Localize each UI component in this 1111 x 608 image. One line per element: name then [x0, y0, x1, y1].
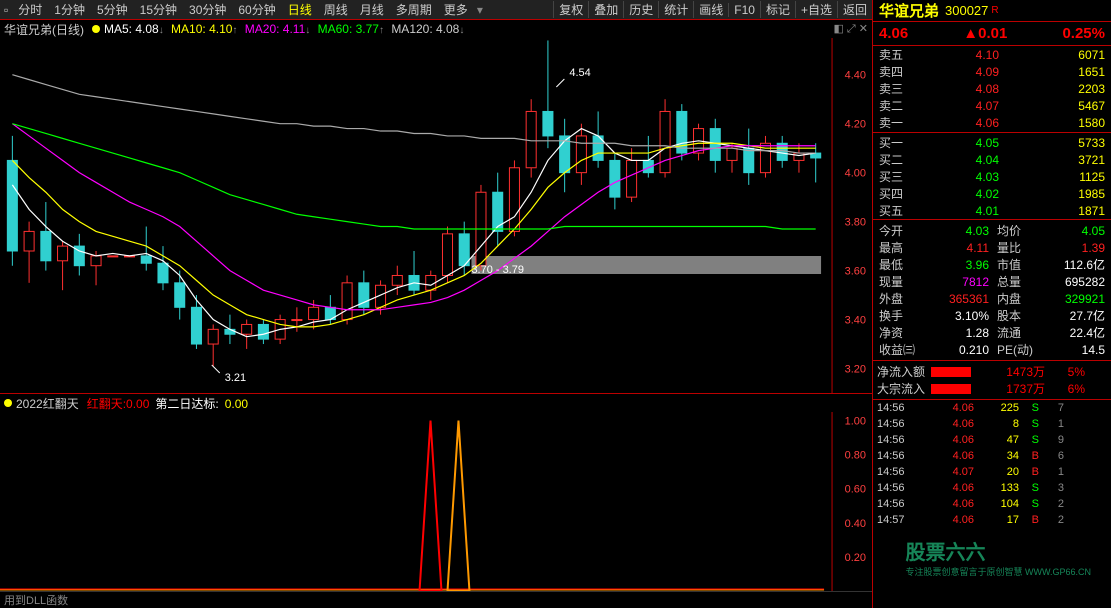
svg-text:3.80: 3.80 — [845, 217, 866, 229]
timeframe-tab[interactable]: 多周期 — [390, 1, 438, 18]
tick-list: 14:564.06225S714:564.068S114:564.0647S91… — [873, 400, 1111, 528]
svg-text:3.70 - 3.79: 3.70 - 3.79 — [471, 264, 524, 276]
money-flow: 净流入额1473万5%大宗流入1737万6% — [873, 361, 1111, 400]
indicator-legend: 2022红翻天 红翻天:0.00第二日达标:0.00 — [0, 394, 872, 412]
indicator-panel[interactable]: 0.20 0.40 0.60 0.80 1.00 — [0, 412, 872, 592]
svg-text:0.40: 0.40 — [845, 518, 866, 530]
toolbar-button[interactable]: 返回 — [837, 1, 872, 18]
svg-text:3.60: 3.60 — [845, 266, 866, 278]
stock-name: 华谊兄弟 — [879, 0, 939, 21]
timeframe-tab[interactable]: 30分钟 — [183, 1, 232, 18]
stock-code: 300027 — [945, 3, 988, 18]
tick-row: 14:564.06104S2 — [873, 496, 1111, 512]
ask-row: 卖三4.082203 — [873, 80, 1111, 97]
bid-row: 买三4.031125 — [873, 168, 1111, 185]
r-badge: R — [991, 5, 998, 16]
toolbar-button[interactable]: 统计 — [658, 1, 693, 18]
legend-dot-icon — [92, 25, 100, 33]
toolbar-button[interactable]: 标记 — [760, 1, 795, 18]
stat-row: 最高4.11量比1.39 — [873, 239, 1111, 256]
tick-row: 14:564.0720B1 — [873, 464, 1111, 480]
svg-text:0.80: 0.80 — [845, 450, 866, 462]
svg-text:4.00: 4.00 — [845, 168, 866, 180]
toolbar-button[interactable]: 复权 — [553, 1, 588, 18]
stat-row: 最低3.96市值112.6亿 — [873, 256, 1111, 273]
price-pct: 0.25% — [1062, 25, 1105, 42]
svg-text:1.00: 1.00 — [845, 416, 866, 428]
timeframe-tab[interactable]: 5分钟 — [91, 1, 134, 18]
ask-row: 卖二4.075467 — [873, 97, 1111, 114]
svg-text:0.60: 0.60 — [845, 484, 866, 496]
toolbar-button[interactable]: 画线 — [693, 1, 728, 18]
timeframe-tab[interactable]: 15分钟 — [134, 1, 183, 18]
last-price: 4.06 — [879, 25, 908, 42]
timeframe-tab[interactable]: 更多 — [438, 1, 474, 18]
tick-row: 14:574.0617B2 — [873, 512, 1111, 528]
timeframe-tab[interactable]: 分时 — [12, 1, 48, 18]
stats-grid: 今开4.03均价4.05最高4.11量比1.39最低3.96市值112.6亿现量… — [873, 220, 1111, 361]
tick-row: 14:564.06133S3 — [873, 480, 1111, 496]
timeframe-tab[interactable]: 60分钟 — [232, 1, 281, 18]
legend-dot-icon — [4, 399, 12, 407]
price-change: ▲0.01 — [963, 25, 1007, 42]
stat-row: 现量7812总量695282 — [873, 273, 1111, 290]
bid-row: 买二4.043721 — [873, 151, 1111, 168]
price-row: 4.06 ▲0.01 0.25% — [873, 22, 1111, 46]
flow-row: 净流入额1473万5% — [873, 363, 1111, 380]
timeframe-tab[interactable]: 周线 — [318, 1, 354, 18]
more-icon[interactable]: ▾ — [474, 3, 486, 17]
chart-title: 华谊兄弟(日线) — [4, 21, 84, 38]
footer-message: 用到DLL函数 — [0, 592, 872, 608]
timeframe-toolbar: ▫分时1分钟5分钟15分钟30分钟60分钟日线周线月线多周期更多▾复权叠加历史统… — [0, 0, 872, 20]
timeframe-tab[interactable]: 月线 — [354, 1, 390, 18]
chart-controls[interactable]: ◧ ⤢ ✕ — [833, 22, 868, 36]
candlestick-chart[interactable]: 3.20 3.40 3.60 3.80 4.00 4.20 4.40 4.54 3.70 - 3… — [0, 38, 872, 394]
tick-row: 14:564.06225S7 — [873, 400, 1111, 416]
stat-row: 净资1.28流通22.4亿 — [873, 324, 1111, 341]
timeframe-tab[interactable]: 1分钟 — [48, 1, 91, 18]
toolbar-button[interactable]: 叠加 — [588, 1, 623, 18]
ask-row: 卖一4.061580 — [873, 114, 1111, 131]
ma-legend: 华谊兄弟(日线) MA5: 4.08↓ MA10: 4.10↑ MA20: 4.… — [0, 20, 872, 38]
bid-row: 买四4.021985 — [873, 185, 1111, 202]
ma-value: MA20: 4.11↓ — [245, 22, 310, 36]
stat-row: 外盘365361内盘329921 — [873, 290, 1111, 307]
ma-value: MA60: 3.77↑ — [318, 22, 384, 36]
tick-row: 14:564.068S1 — [873, 416, 1111, 432]
quote-panel: 华谊兄弟 300027 R 4.06 ▲0.01 0.25% 卖五4.10607… — [873, 0, 1111, 608]
stock-header: 华谊兄弟 300027 R — [873, 0, 1111, 22]
bid-row: 买一4.055733 — [873, 134, 1111, 151]
toolbar-button[interactable]: F10 — [728, 3, 760, 17]
toolbar-button[interactable]: +自选 — [795, 1, 837, 18]
stat-row: 收益㈢0.210PE(动)14.5 — [873, 341, 1111, 358]
svg-text:3.40: 3.40 — [845, 315, 866, 327]
bid-row: 买五4.011871 — [873, 202, 1111, 219]
ma-value: MA5: 4.08↓ — [104, 22, 164, 36]
ask-row: 卖五4.106071 — [873, 46, 1111, 63]
ma-value: MA120: 4.08↓ — [391, 22, 464, 36]
flow-row: 大宗流入1737万6% — [873, 380, 1111, 397]
svg-text:3.20: 3.20 — [845, 364, 866, 376]
stat-row: 今开4.03均价4.05 — [873, 222, 1111, 239]
stat-row: 换手3.10%股本27.7亿 — [873, 307, 1111, 324]
ask-row: 卖四4.091651 — [873, 63, 1111, 80]
indicator-title: 2022红翻天 — [16, 395, 79, 412]
svg-text:4.40: 4.40 — [845, 70, 866, 82]
svg-text:3.21: 3.21 — [225, 372, 246, 384]
tick-row: 14:564.0647S9 — [873, 432, 1111, 448]
svg-text:4.54: 4.54 — [569, 67, 590, 79]
orderbook: 卖五4.106071卖四4.091651卖三4.082203卖二4.075467… — [873, 46, 1111, 220]
svg-text:4.20: 4.20 — [845, 119, 866, 131]
svg-text:0.20: 0.20 — [845, 552, 866, 564]
toolbar-button[interactable]: 历史 — [623, 1, 658, 18]
ma-value: MA10: 4.10↑ — [171, 22, 237, 36]
tick-row: 14:564.0634B6 — [873, 448, 1111, 464]
timeframe-tab[interactable]: 日线 — [282, 1, 318, 18]
